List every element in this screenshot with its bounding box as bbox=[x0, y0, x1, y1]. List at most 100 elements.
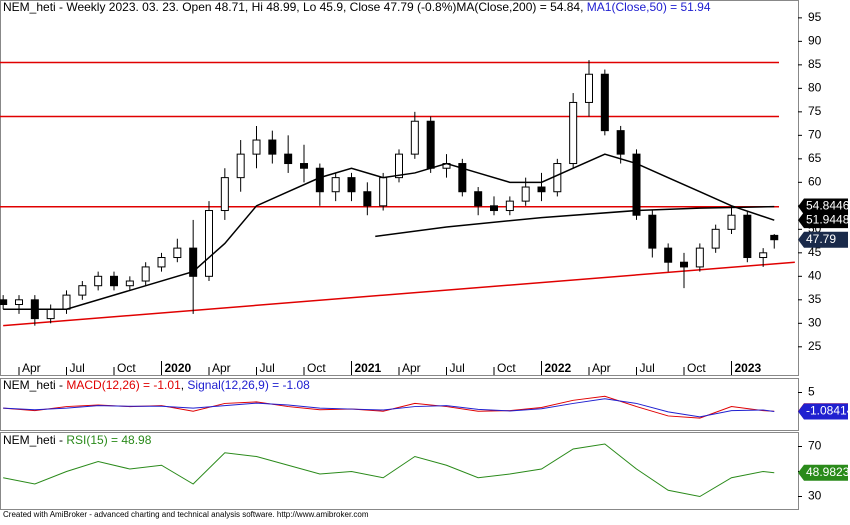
legend-entry: RSI(15) = 48.98 bbox=[66, 433, 151, 447]
candle-body bbox=[189, 247, 198, 277]
value-marker bbox=[798, 464, 848, 481]
x-tick-label: Oct bbox=[687, 361, 706, 375]
legend-entry: MACD(12,26) = -1.01 bbox=[66, 378, 181, 392]
candle-body bbox=[616, 130, 625, 155]
y-tick-label: 90 bbox=[808, 34, 822, 48]
candle-body bbox=[695, 247, 704, 268]
x-tick-label: Oct bbox=[497, 361, 516, 375]
candle-body bbox=[379, 177, 388, 207]
candle-body bbox=[743, 214, 752, 259]
candle-body bbox=[426, 120, 435, 169]
value-label: 51.9448 bbox=[806, 212, 850, 226]
x-tick-label: Apr bbox=[212, 361, 231, 375]
y-tick-label: 60 bbox=[808, 175, 822, 189]
series-line bbox=[3, 443, 775, 498]
value-marker bbox=[798, 231, 848, 248]
x-tick-label: 2022 bbox=[545, 361, 572, 375]
y-tick-label: 35 bbox=[808, 292, 822, 306]
candle-body bbox=[205, 210, 213, 277]
value-marker bbox=[798, 198, 848, 215]
y-tick-label: 75 bbox=[808, 104, 822, 118]
legend-entry: Signal(12,26,9) = -1.08 bbox=[187, 378, 310, 392]
x-tick-label: Oct bbox=[307, 361, 326, 375]
candle-body bbox=[252, 139, 261, 155]
value-label: 48.9823 bbox=[806, 465, 850, 479]
legend-entry: MA1(Close,50) = 51.94 bbox=[587, 0, 711, 14]
panel-title-text: NEM_heti - bbox=[3, 378, 66, 392]
price-panel bbox=[0, 0, 799, 376]
footer: Created with AmiBroker - advanced charti… bbox=[3, 510, 369, 519]
x-tick-label: 2023 bbox=[735, 361, 762, 375]
candle-body bbox=[711, 228, 720, 249]
candle-body bbox=[632, 153, 641, 216]
candle-body bbox=[680, 261, 688, 268]
value-marker bbox=[798, 403, 848, 420]
candle-body bbox=[648, 214, 657, 249]
y-tick-label: 5 bbox=[808, 385, 815, 399]
x-tick-label: Apr bbox=[592, 361, 611, 375]
candle-body bbox=[569, 101, 578, 165]
candle-body bbox=[553, 163, 562, 193]
candle-body bbox=[315, 167, 324, 193]
y-tick-label: 95 bbox=[808, 10, 822, 24]
candle-body bbox=[300, 163, 308, 169]
candle-body bbox=[585, 73, 593, 103]
candle-body bbox=[78, 285, 87, 296]
candle-body bbox=[236, 153, 245, 179]
candle-body bbox=[141, 266, 150, 282]
candle-body bbox=[157, 257, 166, 268]
candle-body bbox=[110, 275, 118, 287]
x-tick-label: Apr bbox=[22, 361, 41, 375]
y-tick-label: 45 bbox=[808, 245, 822, 259]
candle-body bbox=[770, 234, 779, 241]
x-tick-label: 2020 bbox=[165, 361, 192, 375]
candle-body bbox=[759, 252, 768, 259]
x-tick-label: Jul bbox=[70, 361, 85, 375]
candle-body bbox=[284, 153, 293, 165]
candle-body bbox=[15, 299, 23, 306]
x-tick-label: Jul bbox=[640, 361, 655, 375]
candle-body bbox=[173, 247, 182, 259]
candle-body bbox=[521, 186, 530, 202]
candle-body bbox=[537, 186, 546, 193]
y-tick-label: 65 bbox=[808, 151, 822, 165]
candle-body bbox=[268, 139, 277, 155]
candle-body bbox=[474, 191, 483, 207]
legend-entry: MA(Close,200) = 54.84, bbox=[456, 0, 583, 14]
value-label: 47.79 bbox=[806, 232, 836, 246]
x-tick-label: Apr bbox=[402, 361, 421, 375]
x-tick-label: Oct bbox=[117, 361, 136, 375]
y-tick-label: 70 bbox=[808, 128, 822, 142]
y-tick-label: 40 bbox=[808, 268, 822, 282]
candle-body bbox=[62, 294, 71, 310]
candle-body bbox=[347, 177, 356, 193]
y-tick-label: 30 bbox=[808, 315, 822, 329]
y-tick-label: 25 bbox=[808, 339, 822, 353]
x-tick-label: 2021 bbox=[355, 361, 382, 375]
trend-line bbox=[3, 261, 795, 327]
candle-body bbox=[395, 153, 403, 179]
panel-title: NEM_heti - MACD(12,26) = -1.01, Signal(1… bbox=[3, 378, 310, 392]
candle-body bbox=[410, 120, 419, 155]
series-line bbox=[3, 153, 775, 310]
y-tick-label: 30 bbox=[808, 489, 822, 503]
candle-body bbox=[363, 191, 372, 207]
candle-body bbox=[46, 308, 55, 320]
x-tick-label: Jul bbox=[260, 361, 275, 375]
y-tick-label: 80 bbox=[808, 81, 822, 95]
panel-title-text: NEM_heti - Weekly 2023. 03. 23. Open 48.… bbox=[3, 0, 456, 14]
candle-body bbox=[220, 177, 229, 212]
candle-body bbox=[458, 163, 467, 193]
series-line bbox=[375, 205, 775, 238]
y-tick-label: 70 bbox=[808, 439, 822, 453]
panel-title: NEM_heti - RSI(15) = 48.98 bbox=[3, 433, 152, 447]
candle-body bbox=[727, 214, 736, 230]
y-tick-label: 85 bbox=[808, 57, 822, 71]
candle-body bbox=[664, 247, 673, 263]
series-line bbox=[3, 398, 775, 418]
candle-body bbox=[331, 177, 340, 193]
panel-title-text: NEM_heti - bbox=[3, 433, 66, 447]
candle-body bbox=[94, 275, 103, 287]
